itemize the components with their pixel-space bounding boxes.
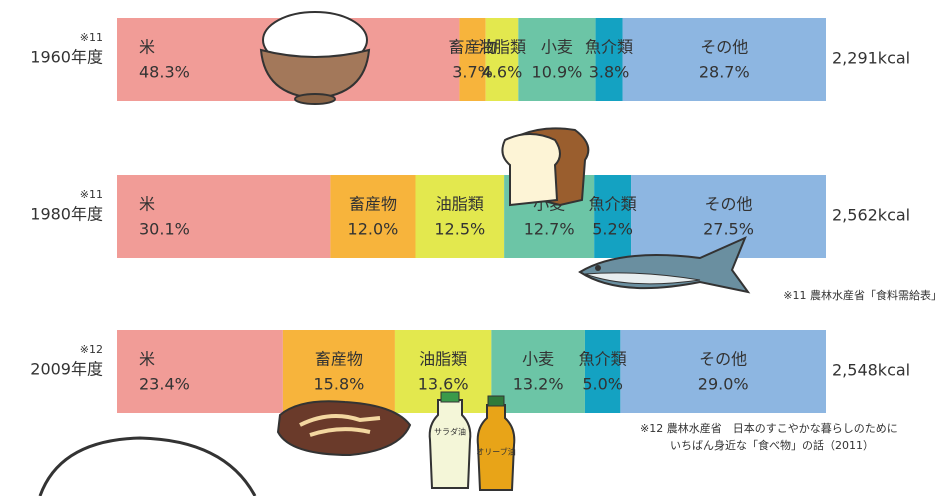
bar-segment: [117, 175, 330, 258]
series-label: 米: [139, 195, 155, 214]
rice-grain: [40, 438, 255, 496]
bottle-label: オリーブ油: [476, 447, 516, 457]
value-label: 4.6%: [482, 63, 523, 82]
value-label: 15.8%: [314, 375, 365, 394]
fish-eye: [595, 265, 601, 271]
category-label: 1980年度: [30, 205, 103, 224]
bar-segment: [518, 18, 595, 101]
total-label: 2,562kcal: [832, 206, 910, 225]
bar-segment: [486, 18, 519, 101]
bottle-label: サラダ油: [434, 427, 466, 437]
total-label: 2,291kcal: [832, 49, 910, 68]
source-note: ※11 農林水産省「食料需給表」: [783, 288, 942, 302]
source-note: いちばん身近な「食べ物」の話（2011）: [670, 438, 874, 452]
value-label: 13.6%: [418, 375, 469, 394]
value-label: 5.2%: [592, 220, 633, 239]
value-label: 12.7%: [524, 220, 575, 239]
bar-segment: [623, 18, 826, 101]
category-note: ※11: [80, 188, 103, 201]
value-label: 23.4%: [139, 375, 190, 394]
value-label: 3.8%: [589, 63, 630, 82]
value-label: 27.5%: [703, 220, 754, 239]
value-label: 30.1%: [139, 220, 190, 239]
source-note: ※12 農林水産省 日本のすこやかな暮らしのために: [640, 421, 898, 435]
value-label: 10.9%: [532, 63, 583, 82]
bar-segment: [620, 330, 826, 413]
category-note: ※11: [80, 31, 103, 44]
bar-segment: [596, 18, 623, 101]
bottle-cap: [488, 396, 504, 406]
category-label: 1960年度: [30, 48, 103, 67]
chart: ※111960年度2,291kcal米48.3%畜産物3.7%油脂類4.6%小麦…: [0, 0, 950, 496]
total-label: 2,548kcal: [832, 361, 910, 380]
category-note: ※12: [80, 343, 103, 356]
series-label: 油脂類: [478, 38, 526, 57]
bar-segment: [459, 18, 485, 101]
bowl-foot: [295, 94, 335, 104]
value-label: 13.2%: [513, 375, 564, 394]
bar-segment: [594, 175, 631, 258]
value-label: 5.0%: [582, 375, 623, 394]
series-label: 小麦: [541, 38, 573, 57]
value-label: 12.0%: [348, 220, 399, 239]
value-label: 28.7%: [699, 63, 750, 82]
series-label: 油脂類: [436, 195, 484, 214]
series-label: 米: [139, 38, 155, 57]
series-label: 米: [139, 350, 155, 369]
series-label: その他: [700, 38, 748, 57]
series-label: 魚介類: [585, 38, 633, 57]
bar-segment: [585, 330, 620, 413]
series-label: 魚介類: [579, 350, 627, 369]
series-label: 畜産物: [315, 350, 363, 369]
value-label: 12.5%: [434, 220, 485, 239]
bottle-cap: [441, 392, 459, 402]
series-label: 小麦: [522, 350, 554, 369]
series-label: 油脂類: [419, 350, 467, 369]
bar-segment: [117, 330, 283, 413]
series-label: 魚介類: [589, 195, 637, 214]
series-label: その他: [699, 350, 747, 369]
category-label: 2009年度: [30, 360, 103, 379]
value-label: 29.0%: [698, 375, 749, 394]
bar-segment: [330, 175, 415, 258]
bread: [502, 134, 560, 205]
bar-segment: [415, 175, 504, 258]
value-label: 48.3%: [139, 63, 190, 82]
series-label: 畜産物: [349, 195, 397, 214]
bar-segment: [491, 330, 585, 413]
series-label: その他: [705, 195, 753, 214]
salad-oil-bottle: [430, 400, 471, 488]
